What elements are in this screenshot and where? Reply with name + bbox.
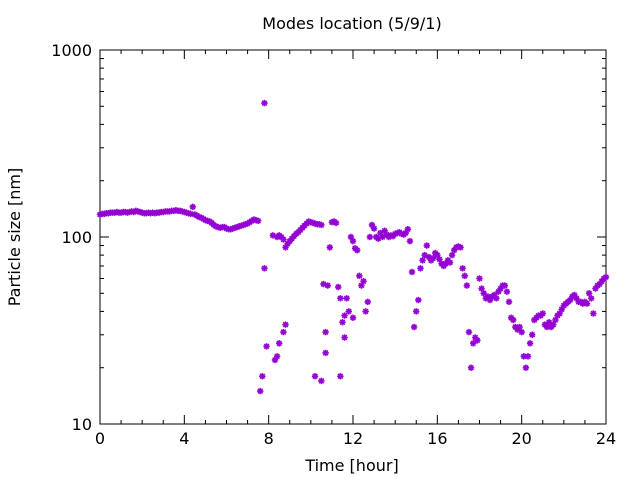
- data-point: [189, 203, 196, 211]
- data-point: [259, 373, 266, 380]
- data-point: [366, 233, 374, 241]
- y-tick-label: 1000: [51, 41, 92, 60]
- data-point: [516, 323, 523, 331]
- data-point: [345, 308, 352, 315]
- data-point: [364, 298, 371, 306]
- data-point: [404, 226, 412, 233]
- y-axis-label: Particle size [nm]: [5, 168, 24, 307]
- data-point: [529, 331, 536, 338]
- data-point: [337, 373, 344, 380]
- data-point: [465, 328, 473, 336]
- data-point: [524, 353, 532, 360]
- x-tick-label: 4: [179, 429, 189, 448]
- data-point: [343, 295, 350, 302]
- data-point: [282, 321, 289, 328]
- data-point: [469, 340, 477, 347]
- data-point: [370, 225, 378, 232]
- data-point: [413, 308, 420, 315]
- data-point: [461, 272, 468, 280]
- x-tick-label: 16: [427, 429, 447, 448]
- tick-labels: 0 4 8 12 16 20 24 10 100 1000: [51, 41, 616, 448]
- data-point: [474, 337, 481, 344]
- data-point: [419, 257, 426, 264]
- data-point: [324, 282, 331, 289]
- x-tick-label: 0: [95, 429, 105, 448]
- data-point: [254, 217, 262, 225]
- data-point: [261, 265, 268, 272]
- data-point: [590, 310, 597, 317]
- data-point: [362, 308, 369, 315]
- data-point: [273, 353, 281, 360]
- data-point: [318, 221, 325, 229]
- data-point: [446, 259, 454, 266]
- data-point: [337, 295, 344, 302]
- data-point: [280, 328, 287, 336]
- data-point: [280, 236, 287, 243]
- data-point: [518, 328, 525, 336]
- data-point: [263, 343, 270, 350]
- data-point: [349, 314, 357, 321]
- data-point: [510, 316, 517, 324]
- data-point: [349, 237, 357, 245]
- data-point: [583, 300, 591, 307]
- data-point: [408, 268, 416, 276]
- chart-title: Modes location (5/9/1): [262, 14, 441, 33]
- x-tick-label: 8: [264, 429, 274, 448]
- data-point: [332, 219, 340, 227]
- data-point: [522, 364, 530, 371]
- data-point: [550, 321, 557, 328]
- data-point: [501, 282, 508, 289]
- x-tick-label: 12: [343, 429, 363, 448]
- y-tick-label: 10: [72, 415, 92, 434]
- x-tick-label: 24: [596, 429, 616, 448]
- data-point: [261, 99, 268, 107]
- data-point: [339, 319, 346, 326]
- data-point: [463, 282, 471, 289]
- data-point: [585, 290, 593, 297]
- data-point: [423, 242, 430, 249]
- y-tick-label: 100: [61, 228, 92, 247]
- data-point: [448, 251, 456, 259]
- data-point: [415, 296, 422, 304]
- data-point: [406, 237, 414, 245]
- data-point: [493, 295, 500, 302]
- data-point: [417, 265, 424, 272]
- data-point: [526, 340, 534, 347]
- data-point: [505, 298, 513, 306]
- axis-ticks: [99, 49, 607, 425]
- data-point: [341, 312, 348, 319]
- data-point: [311, 373, 319, 380]
- data-point: [602, 273, 610, 281]
- data-point: [539, 310, 546, 317]
- data-point: [588, 295, 595, 302]
- data-point: [459, 265, 466, 272]
- data-point: [322, 349, 329, 357]
- data-point: [356, 272, 363, 280]
- data-point: [257, 387, 264, 395]
- data-point: [341, 334, 348, 341]
- data-point: [478, 285, 485, 292]
- data-point: [360, 278, 367, 285]
- data-point: [467, 364, 475, 371]
- data-point: [276, 340, 283, 347]
- data-points: [96, 99, 610, 395]
- data-point: [322, 328, 329, 336]
- data-point: [335, 283, 342, 291]
- data-point: [354, 246, 361, 254]
- data-point: [457, 244, 464, 251]
- data-point: [410, 323, 418, 331]
- x-axis-label: Time [hour]: [304, 456, 398, 475]
- data-point: [326, 244, 334, 251]
- data-point: [503, 288, 511, 295]
- x-tick-label: 20: [511, 429, 531, 448]
- data-point: [318, 377, 325, 385]
- data-point: [476, 275, 483, 282]
